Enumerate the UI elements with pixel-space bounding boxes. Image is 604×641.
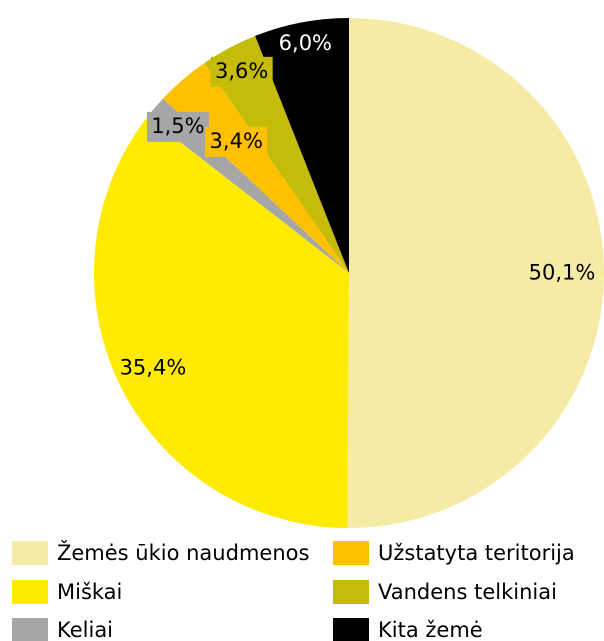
legend-label: Miškai [57, 580, 122, 604]
label-background [210, 56, 273, 87]
legend-label: Vandens telkiniai [378, 580, 557, 604]
label-background [205, 126, 268, 157]
label-background [274, 29, 337, 60]
pie-slice [147, 98, 349, 273]
legend-swatch [12, 618, 48, 641]
legend-swatch [333, 580, 369, 604]
data-label: 50,1% [529, 261, 596, 285]
legend-label: Užstatyta teritorija [378, 541, 575, 565]
label-background [146, 111, 209, 142]
data-label: 6,0% [279, 31, 332, 55]
legend-label: Keliai [57, 618, 113, 641]
pie-slice [347, 18, 604, 528]
pie-slice [204, 35, 349, 273]
pie-slice [163, 62, 349, 273]
legend-swatch [12, 580, 48, 604]
data-label: 1,5% [151, 114, 204, 138]
pie-slice [255, 18, 349, 273]
legend-label: Žemės ūkio naudmenos [57, 540, 309, 565]
legend-swatch [12, 541, 48, 565]
data-label: 3,6% [215, 59, 268, 83]
legend-label: Kita žemė [378, 618, 483, 641]
data-label: 3,4% [210, 129, 263, 153]
legend-swatch [333, 618, 369, 641]
legend-swatch [333, 541, 369, 565]
data-label: 35,4% [120, 355, 187, 379]
pie-slice [93, 116, 349, 528]
